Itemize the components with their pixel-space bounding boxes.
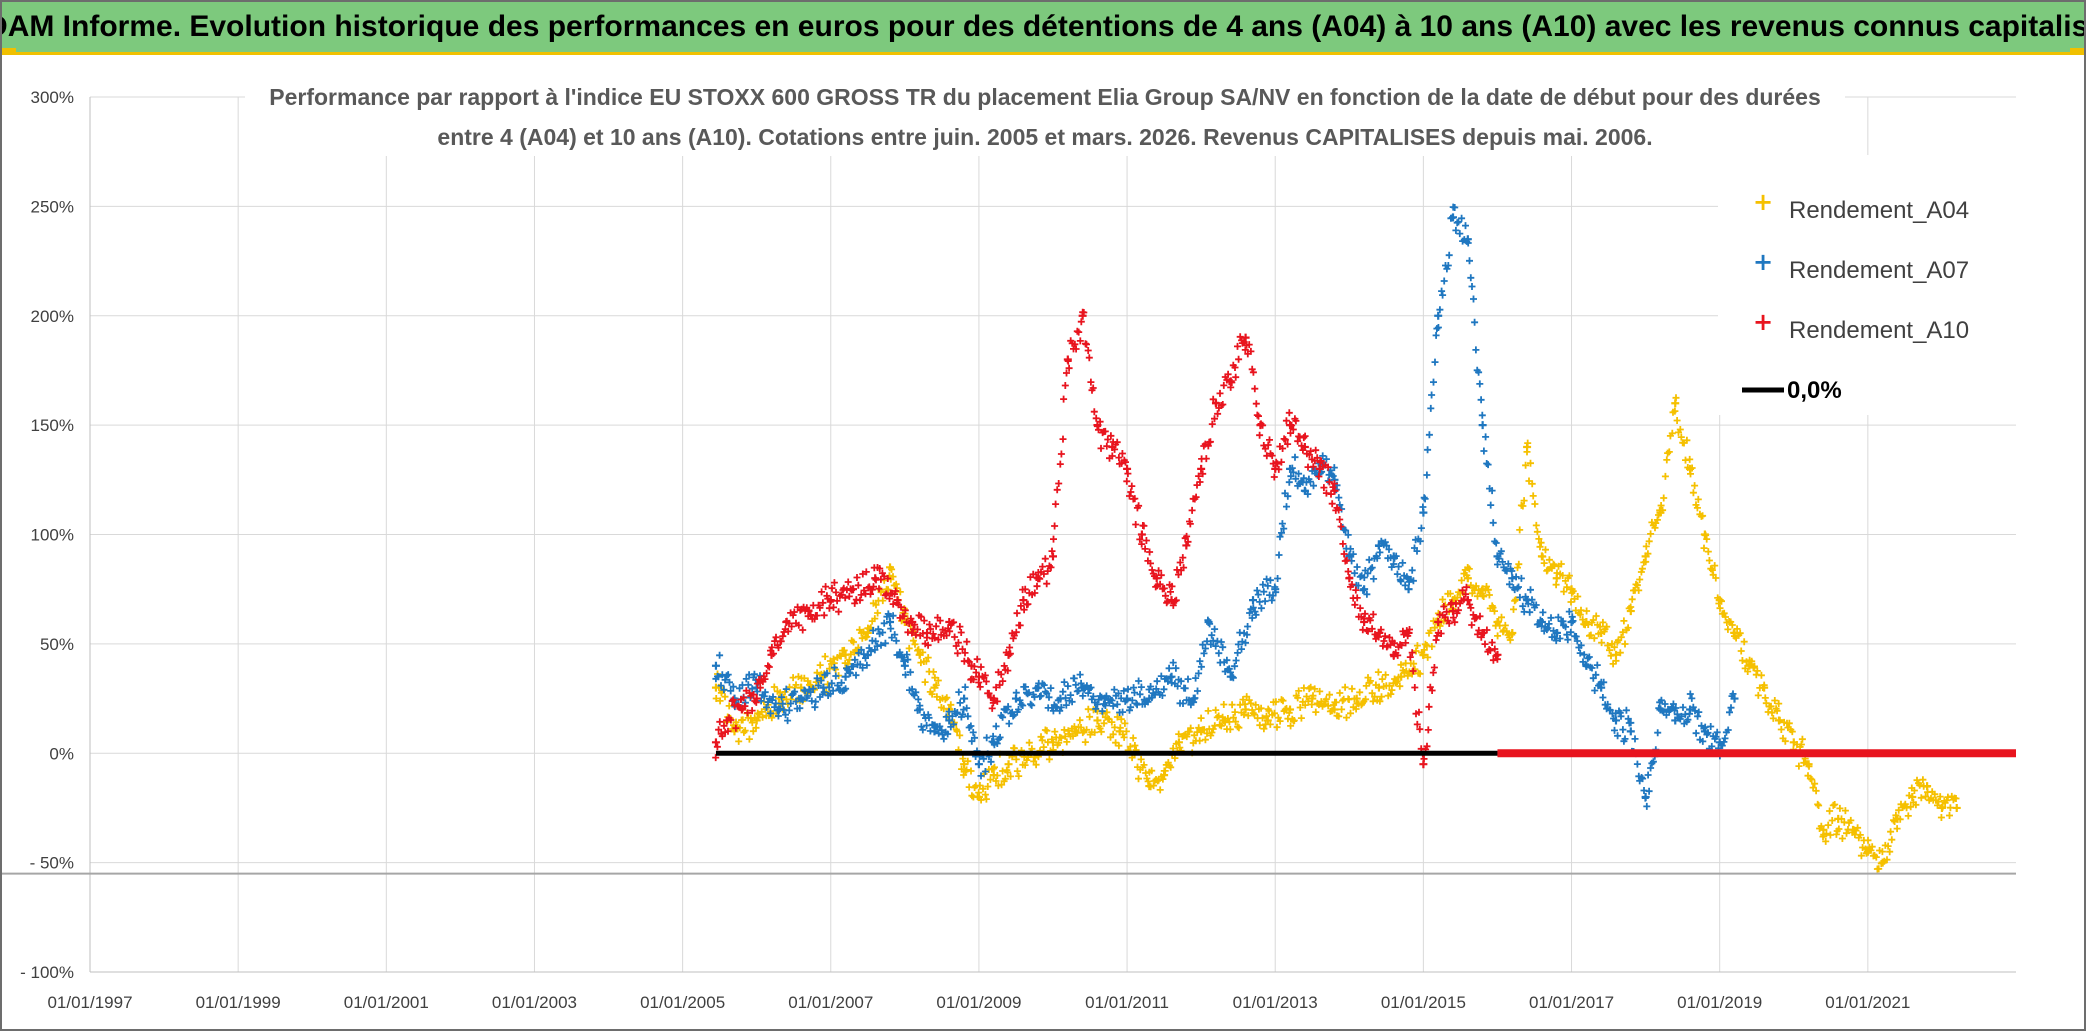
series-rendement-a04 (711, 394, 1961, 873)
data-point (711, 738, 720, 747)
point-cloud (712, 308, 1501, 763)
x-tick-label: 01/01/1997 (47, 993, 132, 1012)
y-axis: - 100% - 50% 0% 50% 100% 150% 200% 250% 300% (20, 88, 74, 982)
x-tick-label: 01/01/2011 (1085, 993, 1169, 1012)
y-tick-label: 50% (40, 635, 74, 654)
chart-subtitle-line-2: entre 4 (A04) et 10 ans (A10). Cotations… (437, 124, 1652, 150)
data-point (1019, 596, 1028, 605)
y-tick-label: - 100% (20, 963, 74, 982)
data-point (1197, 464, 1206, 473)
data-point (1137, 530, 1146, 539)
data-point (1508, 574, 1517, 583)
data-point (960, 760, 969, 769)
y-tick-label: 100% (31, 526, 74, 545)
data-point (1093, 716, 1102, 725)
y-tick-label: 200% (31, 307, 74, 326)
x-tick-label: 01/01/2001 (344, 993, 429, 1012)
page-title: ADAM Informe. Evolution historique des p… (2, 2, 2084, 55)
data-point (1626, 727, 1635, 736)
data-point (1249, 596, 1258, 605)
data-point (1434, 311, 1443, 320)
series (711, 203, 2016, 873)
series-rendement-a07 (711, 203, 1739, 810)
x-tick-label: 01/01/2009 (936, 993, 1021, 1012)
data-point (1952, 803, 1961, 812)
data-point (1004, 760, 1013, 769)
x-tick-label: 01/01/1999 (196, 993, 281, 1012)
x-tick-label: 01/01/2003 (492, 993, 577, 1012)
y-tick-label: 250% (31, 197, 74, 216)
data-point (960, 694, 969, 703)
data-point (1049, 552, 1057, 561)
data-point (1434, 618, 1443, 626)
legend-marker-a07: + (1753, 248, 1773, 276)
data-point (1182, 541, 1191, 550)
data-point (841, 672, 850, 681)
chart-subtitle: Performance par rapport à l'indice EU ST… (245, 76, 1845, 156)
x-tick-label: 01/01/2019 (1677, 993, 1762, 1012)
banner-corner-right (2070, 48, 2084, 54)
legend-label-a10: Rendement_A10 (1789, 317, 1969, 344)
x-tick-label: 01/01/2015 (1381, 993, 1466, 1012)
data-point (1360, 585, 1369, 594)
legend-marker-a10: + (1753, 308, 1773, 336)
point-cloud (712, 394, 1960, 873)
data-point (1478, 421, 1487, 430)
y-tick-label: 300% (31, 88, 74, 107)
x-tick-label: 01/01/2021 (1825, 993, 1910, 1012)
data-point (1263, 716, 1272, 725)
x-tick-label: 01/01/2013 (1233, 993, 1318, 1012)
y-tick-label: - 50% (30, 854, 74, 873)
data-point (1671, 716, 1680, 725)
legend-label-a07: Rendement_A07 (1789, 257, 1969, 284)
x-tick-label: 01/01/2017 (1529, 993, 1614, 1012)
legend: + Rendement_A04 + Rendement_A07 + Rendem… (1718, 155, 2018, 415)
series-rendement-a10 (711, 308, 1502, 769)
point-cloud (712, 203, 1737, 810)
x-axis: 01/01/1997 01/01/1999 01/01/2001 01/01/2003… (47, 993, 1910, 1012)
x-tick-label: 01/01/2007 (788, 993, 873, 1012)
chart-subtitle-line-1: Performance par rapport à l'indice EU ST… (269, 84, 1821, 110)
y-tick-label: 0% (49, 744, 74, 763)
data-point (711, 661, 720, 670)
y-tick-label: 150% (31, 416, 74, 435)
data-point (900, 661, 909, 670)
x-tick-label: 01/01/2005 (640, 993, 725, 1012)
legend-label-zero: 0,0% (1787, 377, 1842, 404)
legend-marker-a04: + (1753, 188, 1773, 216)
data-point (1404, 585, 1413, 594)
legend-label-a04: Rendement_A04 (1789, 197, 1969, 224)
banner-corner-left (2, 48, 16, 54)
